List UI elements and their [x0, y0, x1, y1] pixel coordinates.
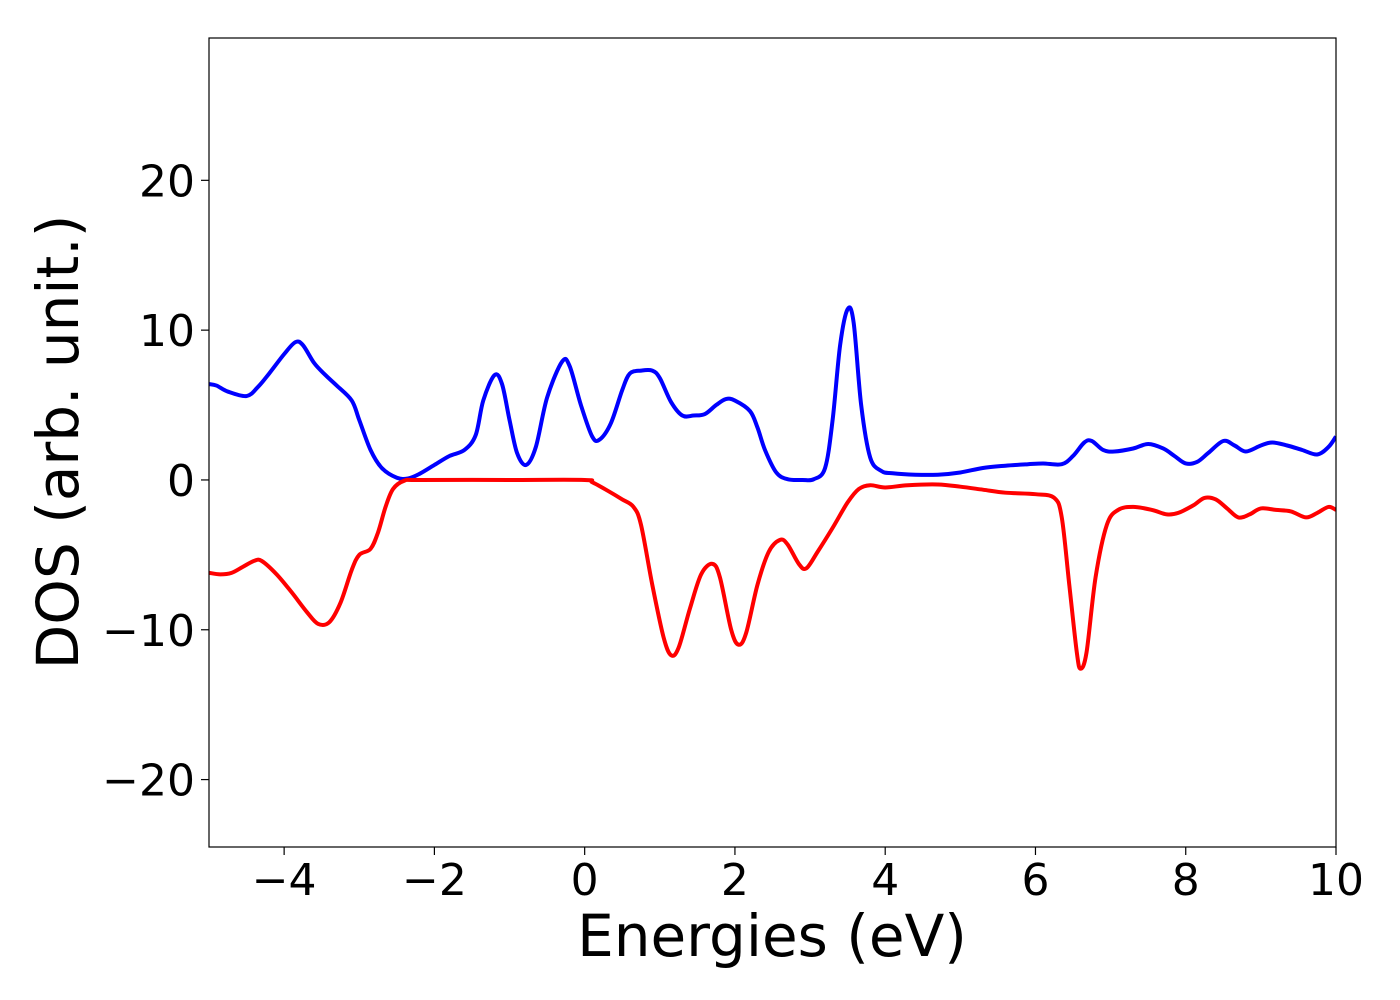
- series-line-2: [209, 477, 1336, 671]
- x-tick-label: 4: [871, 855, 899, 906]
- x-tick-label: 0: [571, 855, 599, 906]
- y-tick-label: −10: [102, 606, 195, 657]
- x-tick-label: −2: [402, 855, 467, 906]
- x-tick-label: 6: [1021, 855, 1049, 906]
- x-tick-label: 2: [721, 855, 749, 906]
- y-axis-ticks: −20 −10 0 10 20: [102, 156, 209, 807]
- series-layer: [209, 305, 1336, 671]
- y-tick-label: 10: [139, 306, 195, 357]
- series-line-1: [209, 305, 1336, 483]
- y-axis-label: DOS (arb. unit.): [24, 215, 92, 670]
- y-tick-label: 20: [139, 156, 195, 207]
- plot-frame: [208, 37, 1337, 848]
- x-axis-ticks: −4 −2 0 2 4 6 8 10: [252, 847, 1364, 906]
- y-tick-label: −20: [102, 756, 195, 807]
- y-tick-label: 0: [167, 456, 195, 507]
- x-tick-label: 8: [1172, 855, 1200, 906]
- x-tick-label: −4: [252, 855, 317, 906]
- x-axis-label: Energies (eV): [577, 902, 967, 970]
- x-tick-label: 10: [1308, 855, 1364, 906]
